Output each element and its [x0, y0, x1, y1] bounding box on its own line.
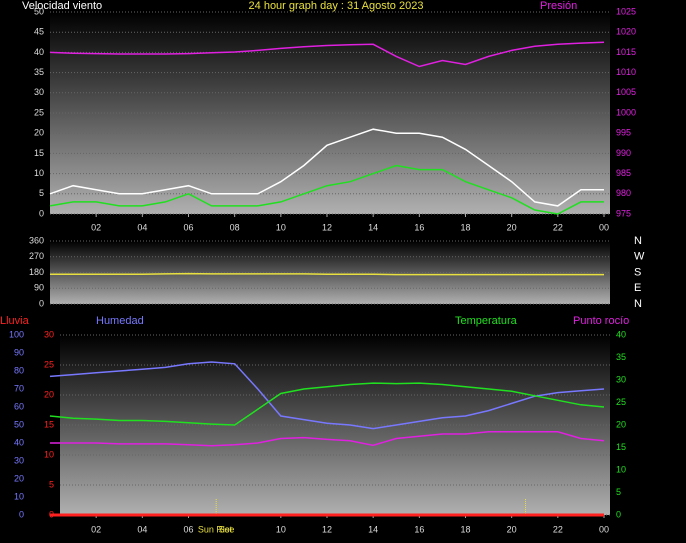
- y2-tick-label: 40: [616, 329, 626, 339]
- plot-bg: [60, 335, 610, 515]
- x-tick-label: 18: [460, 524, 470, 534]
- series-line: [50, 431, 605, 447]
- y-tick-label: 40: [34, 47, 44, 57]
- y2-label: Presión: [540, 0, 577, 12]
- y-tick-label: 5: [39, 188, 44, 198]
- y-tick-label: 10: [44, 449, 54, 459]
- series-line: [49, 128, 604, 207]
- x-tick-label: 00: [599, 524, 609, 534]
- y-tick-label: 25: [44, 359, 54, 369]
- y2-tick-label: 990: [616, 148, 631, 158]
- y2-tick-label: 20: [616, 419, 626, 429]
- y2-tick-label: 995: [616, 128, 631, 138]
- y2-tick-label: 10: [616, 464, 626, 474]
- x-tick-label: 20: [507, 524, 517, 534]
- y3-tick-label: 30: [14, 455, 24, 465]
- y-tick-label: 20: [44, 389, 54, 399]
- y3-tick-label: 50: [14, 419, 24, 429]
- x-tick-label: 16: [414, 222, 424, 232]
- y-tick-label: 30: [44, 329, 54, 339]
- dew-label: Punto rocío: [573, 315, 629, 327]
- y2-tick-label: E: [634, 282, 641, 294]
- humidity-label: Humedad: [96, 315, 144, 327]
- y-tick-label: 30: [34, 87, 44, 97]
- y-tick-label: 45: [34, 27, 44, 37]
- x-tick-label: 14: [368, 524, 378, 534]
- y-tick-label: 20: [34, 128, 44, 138]
- y2-tick-label: 975: [616, 208, 631, 218]
- series-line: [49, 361, 605, 430]
- y-tick-label: 5: [49, 479, 54, 489]
- y2-tick-label: 35: [616, 352, 626, 362]
- y2-tick-label: S: [634, 266, 641, 278]
- y3-tick-label: 100: [9, 329, 24, 339]
- y2-tick-label: 1025: [616, 6, 636, 16]
- annotation: Sun Rise: [198, 524, 235, 534]
- y3-tick-label: 20: [14, 473, 24, 483]
- y2-tick-label: 1010: [616, 67, 636, 77]
- y2-tick-label: N: [634, 235, 642, 247]
- y2-tick-label: 985: [616, 168, 631, 178]
- series-line: [49, 382, 605, 426]
- x-tick-label: 12: [322, 524, 332, 534]
- y2-tick-label: 30: [616, 374, 626, 384]
- temp-label: Temperatura: [455, 315, 518, 327]
- x-tick-label: 08: [230, 222, 240, 232]
- x-tick-label: 00: [599, 222, 609, 232]
- x-tick-label: 22: [553, 524, 563, 534]
- y2-tick-label: N: [634, 298, 642, 310]
- x-tick-label: 06: [183, 222, 193, 232]
- y-tick-label: 360: [29, 235, 44, 245]
- y3-tick-label: 10: [14, 491, 24, 501]
- y-tick-label: 10: [34, 168, 44, 178]
- y3-tick-label: 0: [19, 509, 24, 519]
- y2-tick-label: 0: [616, 509, 621, 519]
- y2-tick-label: 5: [616, 487, 621, 497]
- y3-tick-label: 70: [14, 383, 24, 393]
- y-tick-label: 180: [29, 267, 44, 277]
- rain-label: Lluvia: [0, 315, 30, 327]
- title: 24 hour graph day : 31 Agosto 2023: [249, 0, 424, 12]
- y-tick-label: 0: [39, 208, 44, 218]
- annotation: Set: [219, 524, 233, 534]
- y2-tick-label: 1020: [616, 27, 636, 37]
- y2-tick-label: 25: [616, 397, 626, 407]
- x-tick-label: 16: [414, 524, 424, 534]
- y3-tick-label: 80: [14, 365, 24, 375]
- x-tick-label: 04: [137, 222, 147, 232]
- series-line: [49, 164, 604, 215]
- series-line: [49, 41, 605, 68]
- y-tick-label: 15: [44, 419, 54, 429]
- series-line: [50, 272, 604, 276]
- x-tick-label: 22: [553, 222, 563, 232]
- x-tick-label: 18: [460, 222, 470, 232]
- y-tick-label: 0: [39, 298, 44, 308]
- y3-tick-label: 40: [14, 437, 24, 447]
- x-tick-label: 06: [183, 524, 193, 534]
- y2-tick-label: 15: [616, 442, 626, 452]
- y-tick-label: 270: [29, 251, 44, 261]
- x-tick-label: 04: [137, 524, 147, 534]
- y-tick-label: 35: [34, 67, 44, 77]
- y3-tick-label: 60: [14, 401, 24, 411]
- x-tick-label: 20: [507, 222, 517, 232]
- y-tick-label: 15: [34, 148, 44, 158]
- y3-tick-label: 90: [14, 347, 24, 357]
- x-tick-label: 14: [368, 222, 378, 232]
- y2-tick-label: 980: [616, 188, 631, 198]
- y2-tick-label: 1015: [616, 47, 636, 57]
- y2-tick-label: W: [634, 251, 645, 263]
- y-tick-label: 25: [34, 107, 44, 117]
- x-tick-label: 02: [91, 222, 101, 232]
- y2-tick-label: 1000: [616, 107, 636, 117]
- y2-tick-label: 1005: [616, 87, 636, 97]
- x-tick-label: 12: [322, 222, 332, 232]
- y-tick-label: 90: [34, 283, 44, 293]
- x-tick-label: 10: [276, 524, 286, 534]
- x-tick-label: 02: [91, 524, 101, 534]
- x-tick-label: 10: [276, 222, 286, 232]
- y-tick-label: 50: [34, 6, 44, 16]
- y-label: Velocidad viento: [22, 0, 102, 12]
